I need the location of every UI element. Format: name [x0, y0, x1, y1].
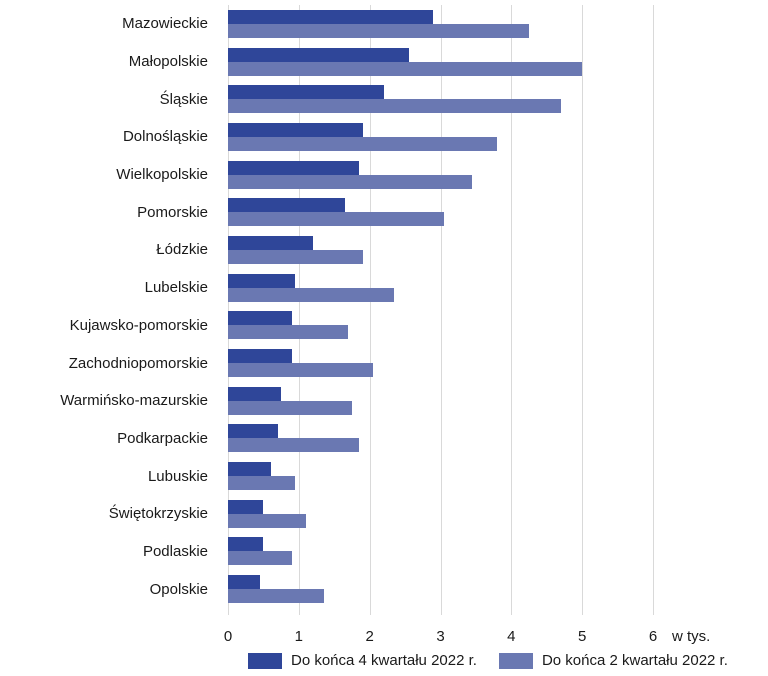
bar-series-1-mazowieckie: [228, 9, 434, 24]
bar-series-1-pomorskie: [228, 198, 345, 213]
bar-series-1-lubuskie: [228, 462, 271, 477]
bar-series-2-warmińsko-mazurskie: [228, 400, 352, 415]
bar-series-2-dolnośląskie: [228, 136, 498, 151]
category-label: Podlaskie: [142, 542, 208, 560]
bar-row: [228, 382, 653, 420]
bar-series-2-wielkopolskie: [228, 174, 473, 189]
bar-row: [228, 118, 653, 156]
plot-area: [228, 5, 654, 615]
bar-row: [228, 43, 653, 81]
bar-row: [228, 457, 653, 495]
x-axis-unit-label: w tys.: [672, 628, 711, 645]
bar-series-1-kujawsko-pomorskie: [228, 311, 292, 326]
bar-series-1-podlaskie: [228, 537, 264, 552]
category-label: Zachodniopomorskie: [68, 354, 208, 372]
category-label: Świętokrzyskie: [108, 505, 208, 523]
category-label: Wielkopolskie: [116, 166, 208, 184]
legend-item-q4: Do końca 4 kwartału 2022 r.: [248, 652, 477, 669]
x-tick-label: 6: [648, 628, 658, 645]
x-tick-label: 3: [436, 628, 445, 645]
x-tick-label: 1: [294, 628, 303, 645]
category-label: Kujawsko-pomorskie: [69, 316, 208, 334]
bar-row: [228, 495, 653, 533]
bar-series-2-podlaskie: [228, 551, 292, 566]
bar-series-2-pomorskie: [228, 212, 445, 227]
bar-rows: [228, 5, 653, 608]
bar-series-2-małopolskie: [228, 61, 583, 76]
bar-series-2-lubuskie: [228, 476, 296, 491]
x-tick-label: 5: [577, 628, 587, 645]
category-labels: Mazowieckie Małopolskie Śląskie Dolnośląski…: [0, 5, 218, 608]
bar-series-2-śląskie: [228, 99, 561, 114]
bar-series-1-lubelskie: [228, 273, 296, 288]
bar-series-1-dolnośląskie: [228, 122, 363, 137]
bar-row: [228, 307, 653, 345]
category-label: Opolskie: [149, 580, 208, 598]
bar-series-2-świętokrzyskie: [228, 513, 306, 528]
legend-label-q2: Do końca 2 kwartału 2022 r.: [541, 652, 728, 669]
category-label: Lubelskie: [144, 279, 208, 297]
gridline: [298, 5, 300, 615]
bar-series-2-mazowieckie: [228, 23, 530, 38]
bar-series-1-zachodniopomorskie: [228, 349, 292, 364]
gridline: [369, 5, 371, 615]
bar-row: [228, 80, 653, 118]
bar-series-2-podkarpackie: [228, 438, 360, 453]
category-label: Śląskie: [159, 90, 208, 108]
legend-label-q4: Do końca 4 kwartału 2022 r.: [291, 652, 477, 669]
category-label: Łódzkie: [156, 241, 208, 259]
bar-row: [228, 156, 653, 194]
x-tick-label: 0: [223, 628, 233, 645]
bar-series-1-łódzkie: [228, 235, 313, 250]
gridline: [511, 5, 513, 615]
bar-series-1-podkarpackie: [228, 424, 278, 439]
bar-row: [228, 344, 653, 382]
category-label: Mazowieckie: [122, 15, 208, 33]
legend-item-q2: Do końca 2 kwartału 2022 r.: [498, 652, 728, 669]
category-label: Lubuskie: [147, 467, 208, 485]
y-axis-line: [228, 5, 229, 615]
bar-row: [228, 231, 653, 269]
category-label: Podkarpackie: [117, 429, 208, 447]
bar-series-2-opolskie: [228, 589, 324, 604]
category-label: Pomorskie: [137, 203, 208, 221]
x-axis: 0 1 2 3 4 5 6: [224, 628, 657, 646]
legend-swatch-q4: [248, 652, 282, 669]
bar-row: [228, 533, 653, 571]
bar-series-1-śląskie: [228, 85, 384, 100]
legend: Do końca 4 kwartału 2022 r. Do końca 2 k…: [248, 652, 728, 669]
gridlines: [228, 5, 654, 615]
bar-row: [228, 269, 653, 307]
bar-row: [228, 5, 653, 43]
gridline: [440, 5, 442, 615]
bar-row: [228, 193, 653, 231]
gridline: [582, 5, 584, 615]
bar-series-2-lubelskie: [228, 287, 395, 302]
bar-series-1-małopolskie: [228, 47, 409, 62]
bar-series-1-warmińsko-mazurskie: [228, 386, 282, 401]
bar-row: [228, 570, 653, 608]
category-label: Małopolskie: [128, 53, 208, 71]
legend-swatch-q2: [498, 652, 533, 669]
bar-series-1-opolskie: [228, 575, 260, 590]
bar-series-2-zachodniopomorskie: [228, 363, 374, 378]
category-label: Warmińsko-mazurskie: [60, 392, 208, 410]
x-tick-label: 4: [507, 628, 516, 645]
bar-series-1-wielkopolskie: [228, 160, 360, 175]
bar-series-2-łódzkie: [228, 249, 363, 264]
x-tick-label: 2: [365, 628, 374, 645]
bar-series-1-świętokrzyskie: [228, 499, 264, 514]
gridline: [653, 5, 654, 615]
category-label: Dolnośląskie: [122, 128, 208, 146]
bar-row: [228, 420, 653, 458]
bar-series-2-kujawsko-pomorskie: [228, 325, 349, 340]
